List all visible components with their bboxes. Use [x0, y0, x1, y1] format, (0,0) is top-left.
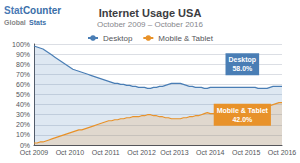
svg-text:Stats: Stats — [29, 19, 46, 26]
svg-text:Desktop: Desktop — [103, 34, 133, 43]
svg-text:Stat: Stat — [4, 5, 24, 16]
svg-text:Oct 2012: Oct 2012 — [127, 149, 156, 156]
svg-text:42.0%: 42.0% — [232, 116, 253, 123]
svg-text:Oct 2010: Oct 2010 — [56, 149, 85, 156]
svg-text:Mobile & Tablet: Mobile & Tablet — [217, 107, 269, 114]
svg-text:70%: 70% — [16, 71, 30, 78]
svg-text:Oct 2014: Oct 2014 — [196, 149, 225, 156]
svg-text:Oct 2015: Oct 2015 — [232, 149, 261, 156]
svg-text:Internet Usage USA: Internet Usage USA — [99, 7, 202, 19]
svg-text:50%: 50% — [16, 91, 30, 98]
svg-text:Mobile & Tablet: Mobile & Tablet — [158, 34, 213, 43]
svg-text:Oct 2013: Oct 2013 — [160, 149, 189, 156]
svg-text:30%: 30% — [16, 111, 30, 118]
svg-text:40%: 40% — [16, 101, 30, 108]
svg-text:Desktop: Desktop — [229, 56, 257, 64]
svg-text:80%: 80% — [16, 61, 30, 68]
svg-text:58.0%: 58.0% — [232, 65, 253, 72]
svg-text:0%: 0% — [20, 142, 30, 149]
svg-text:20%: 20% — [16, 121, 30, 128]
svg-text:Oct 2009: Oct 2009 — [20, 149, 49, 156]
svg-text:Oct 2011: Oct 2011 — [92, 149, 120, 156]
svg-text:October 2009 – October 2016: October 2009 – October 2016 — [97, 20, 203, 29]
svg-text:Global: Global — [4, 19, 26, 26]
svg-text:100%: 100% — [12, 41, 30, 48]
svg-text:Oct 2016: Oct 2016 — [268, 149, 297, 156]
svg-text:60%: 60% — [16, 81, 30, 88]
svg-text:Counter: Counter — [23, 5, 61, 16]
svg-text:10%: 10% — [16, 131, 30, 138]
svg-text:90%: 90% — [16, 51, 30, 58]
